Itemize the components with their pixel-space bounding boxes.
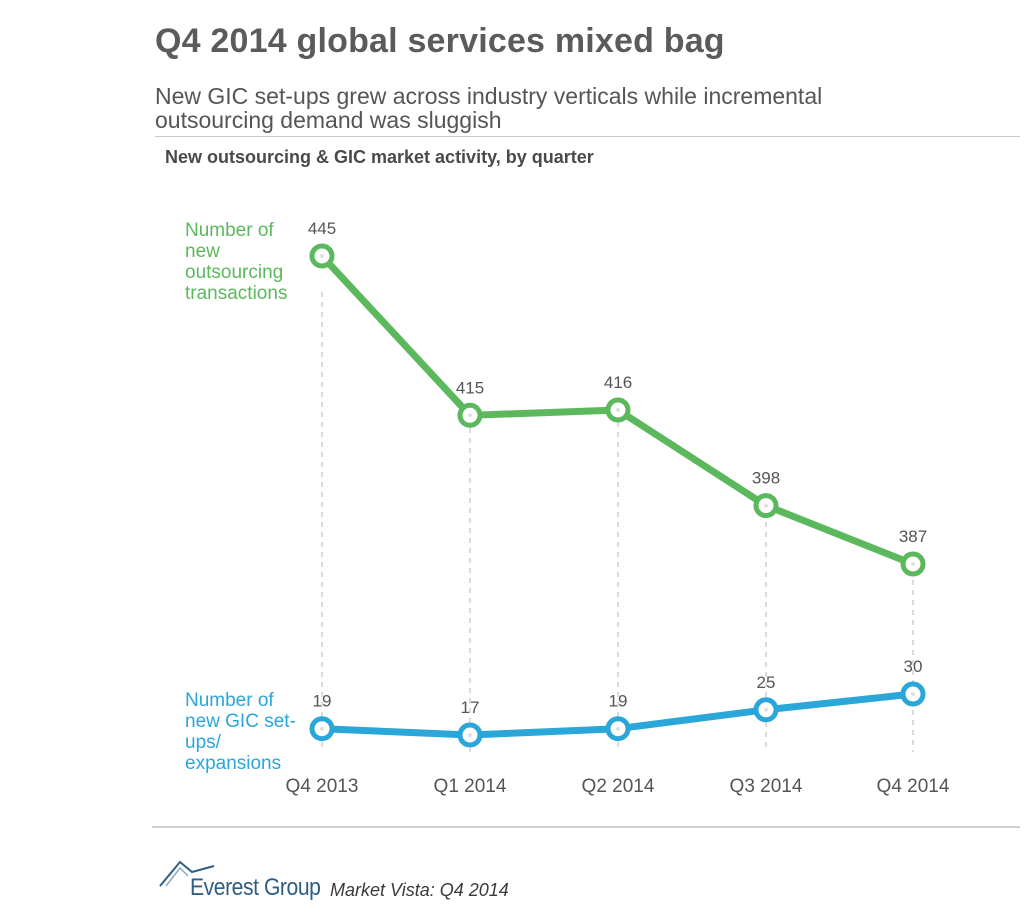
data-point-center bbox=[468, 733, 472, 737]
data-label: 25 bbox=[757, 673, 776, 692]
x-tick-label: Q2 2014 bbox=[582, 776, 655, 797]
x-tick-label: Q3 2014 bbox=[730, 776, 803, 797]
data-point-center bbox=[616, 408, 620, 412]
data-point-center bbox=[320, 726, 324, 731]
bottom-divider bbox=[152, 826, 1020, 828]
data-label: 19 bbox=[313, 692, 332, 711]
data-point-center bbox=[320, 254, 324, 258]
data-point-center bbox=[468, 413, 472, 418]
chart-heading: New outsourcing & GIC market activity, b… bbox=[165, 147, 594, 167]
x-tick-label: Q1 2014 bbox=[434, 776, 507, 797]
page-subtitle: New GIC set-ups grew across industry ver… bbox=[155, 83, 823, 133]
data-label: 387 bbox=[899, 527, 927, 546]
data-label: 445 bbox=[308, 219, 336, 238]
x-tick-label: Q4 2014 bbox=[877, 776, 950, 797]
data-point-center bbox=[616, 726, 620, 731]
series-label-outsourcing: Number of new outsourcing transactions bbox=[185, 220, 288, 304]
x-tick-label: Q4 2013 bbox=[286, 776, 359, 797]
data-point-center bbox=[911, 562, 915, 566]
page-title: Q4 2014 global services mixed bag bbox=[155, 22, 725, 60]
data-label: 415 bbox=[456, 378, 484, 397]
source-note: Market Vista: Q4 2014 bbox=[330, 880, 509, 900]
data-label: 17 bbox=[461, 698, 480, 717]
everest-mountain-icon bbox=[159, 860, 215, 887]
everest-group-logo: Everest Group bbox=[190, 874, 321, 901]
series-label-gic: Number of new GIC set- ups/ expansions bbox=[185, 690, 296, 774]
data-label: 398 bbox=[752, 469, 780, 488]
data-label: 19 bbox=[609, 692, 628, 711]
data-label: 30 bbox=[904, 657, 923, 676]
data-label: 416 bbox=[604, 373, 632, 392]
footer: Everest Group Market Vista: Q4 2014 bbox=[158, 858, 578, 910]
data-point-center bbox=[764, 503, 768, 508]
data-point-center bbox=[911, 692, 915, 696]
top-divider bbox=[155, 136, 1020, 137]
data-point-center bbox=[764, 707, 768, 712]
